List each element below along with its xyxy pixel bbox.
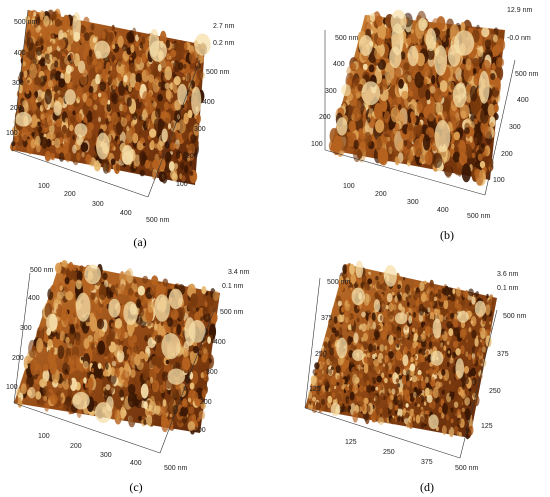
svg-text:250: 250: [489, 388, 501, 395]
svg-text:300: 300: [206, 369, 218, 376]
svg-text:100: 100: [38, 183, 50, 190]
z-label-top-d: 3.6 nm: [497, 271, 519, 278]
svg-text:400: 400: [333, 61, 345, 68]
afm-surface-plot-c: 3.4 nm 0.1 nm 500 nm 400 300 200 100 100…: [6, 260, 250, 472]
svg-text:100: 100: [311, 141, 323, 148]
svg-text:500 nm: 500 nm: [327, 279, 351, 286]
svg-text:300: 300: [20, 325, 32, 332]
left-axis-ticks-b: 500 nm 400 300 200 100: [311, 35, 359, 148]
afm-panel-b: 12.9 nm -0.0 nm 500 nm 400 300 200 100 1…: [275, 0, 550, 248]
z-label-top-b: 12.9 nm: [507, 7, 532, 14]
svg-text:300: 300: [100, 452, 112, 459]
right-axis-ticks-a: 500 nm 400 300 200 100: [176, 69, 230, 188]
svg-text:500 nm: 500 nm: [455, 465, 479, 472]
svg-text:100: 100: [343, 183, 355, 190]
front-axis-ticks-a: 100 200 300 400 500 nm: [38, 183, 170, 224]
svg-text:100: 100: [176, 181, 188, 188]
svg-text:200: 200: [10, 105, 22, 112]
surface-texture-d: [307, 260, 494, 440]
svg-text:400: 400: [28, 295, 40, 302]
svg-text:500 nm: 500 nm: [220, 309, 244, 316]
afm-panel-c: 3.4 nm 0.1 nm 500 nm 400 300 200 100 100…: [0, 248, 275, 496]
surface-texture-b: [328, 9, 506, 186]
caption-b: (b): [440, 228, 454, 242]
svg-text:300: 300: [194, 126, 206, 133]
svg-text:250: 250: [383, 449, 395, 456]
svg-text:375: 375: [321, 315, 333, 322]
right-axis-ticks-d: 500 nm 375 250 125: [481, 313, 527, 430]
surface-texture-a: [10, 8, 211, 184]
svg-text:400: 400: [517, 97, 529, 104]
svg-text:100: 100: [493, 177, 505, 184]
svg-text:200: 200: [186, 153, 198, 160]
svg-text:400: 400: [203, 99, 215, 106]
svg-text:500 nm: 500 nm: [30, 267, 54, 274]
afm-surface-plot-d: 3.6 nm 0.1 nm 500 nm 375 250 125 125 250…: [304, 260, 527, 472]
svg-text:125: 125: [481, 423, 493, 430]
svg-text:300: 300: [509, 124, 521, 131]
svg-text:300: 300: [407, 199, 419, 206]
left-axis-ticks-a: 500 nm 400 300 200 100: [6, 19, 38, 137]
svg-text:375: 375: [421, 459, 433, 466]
z-label-top-a: 2.7 nm: [213, 23, 235, 30]
svg-text:100: 100: [6, 384, 18, 391]
svg-text:100: 100: [38, 433, 50, 440]
svg-text:100: 100: [194, 427, 206, 434]
svg-text:300: 300: [92, 201, 104, 208]
caption-d: (d): [420, 480, 434, 494]
left-axis-ticks-c: 500 nm 400 300 200 100: [6, 267, 54, 391]
svg-text:400: 400: [437, 207, 449, 214]
svg-text:400: 400: [120, 210, 132, 217]
svg-text:125: 125: [309, 386, 321, 393]
svg-text:200: 200: [319, 114, 331, 121]
svg-text:400: 400: [214, 339, 226, 346]
afm-panel-a: 2.7 nm 0.2 nm 500 nm 400 300 200 100 100…: [0, 0, 275, 249]
svg-text:500 nm: 500 nm: [14, 19, 38, 26]
svg-text:500 nm: 500 nm: [515, 71, 539, 78]
svg-text:375: 375: [497, 351, 509, 358]
svg-text:200: 200: [70, 443, 82, 450]
svg-text:200: 200: [64, 191, 76, 198]
right-axis-ticks-c: 500 nm 400 300 200 100: [194, 309, 244, 434]
svg-text:500 nm: 500 nm: [146, 217, 170, 224]
svg-text:200: 200: [375, 191, 387, 198]
svg-text:400: 400: [14, 50, 26, 57]
svg-text:250: 250: [315, 351, 327, 358]
front-axis-ticks-c: 100 200 300 400 500 nm: [38, 433, 188, 472]
svg-text:500 nm: 500 nm: [503, 313, 527, 320]
svg-text:200: 200: [200, 399, 212, 406]
z-label-top-c: 3.4 nm: [228, 269, 250, 276]
z-label-bottom-a: 0.2 nm: [213, 40, 235, 47]
svg-text:500 nm: 500 nm: [164, 465, 188, 472]
svg-text:500 nm: 500 nm: [206, 69, 230, 76]
z-label-bottom-b: -0.0 nm: [507, 35, 531, 42]
front-axis-ticks-d: 125 250 375 500 nm: [345, 439, 479, 472]
z-label-bottom-d: 0.1 nm: [497, 285, 519, 292]
left-axis-ticks-d: 500 nm 375 250 125: [309, 279, 351, 393]
svg-text:200: 200: [12, 355, 24, 362]
right-axis-ticks-b: 500 nm 400 300 200 100: [493, 71, 539, 184]
svg-text:125: 125: [345, 439, 357, 446]
front-axis-ticks-b: 100 200 300 400 500 nm: [343, 183, 491, 220]
z-label-bottom-c: 0.1 nm: [222, 283, 244, 290]
surface-texture-c: [16, 260, 220, 435]
svg-text:500 nm: 500 nm: [467, 213, 491, 220]
svg-text:300: 300: [325, 88, 337, 95]
afm-panel-d: 3.6 nm 0.1 nm 500 nm 375 250 125 125 250…: [275, 248, 550, 496]
svg-text:300: 300: [12, 80, 24, 87]
caption-c: (c): [129, 480, 143, 494]
svg-text:100: 100: [6, 130, 18, 137]
svg-text:500 nm: 500 nm: [335, 35, 359, 42]
svg-text:200: 200: [501, 151, 513, 158]
afm-surface-plot-b: 12.9 nm -0.0 nm 500 nm 400 300 200 100 1…: [311, 7, 539, 220]
svg-text:400: 400: [130, 460, 142, 467]
caption-a: (a): [133, 235, 147, 249]
afm-surface-plot-a: 2.7 nm 0.2 nm 500 nm 400 300 200 100 100…: [6, 8, 235, 224]
